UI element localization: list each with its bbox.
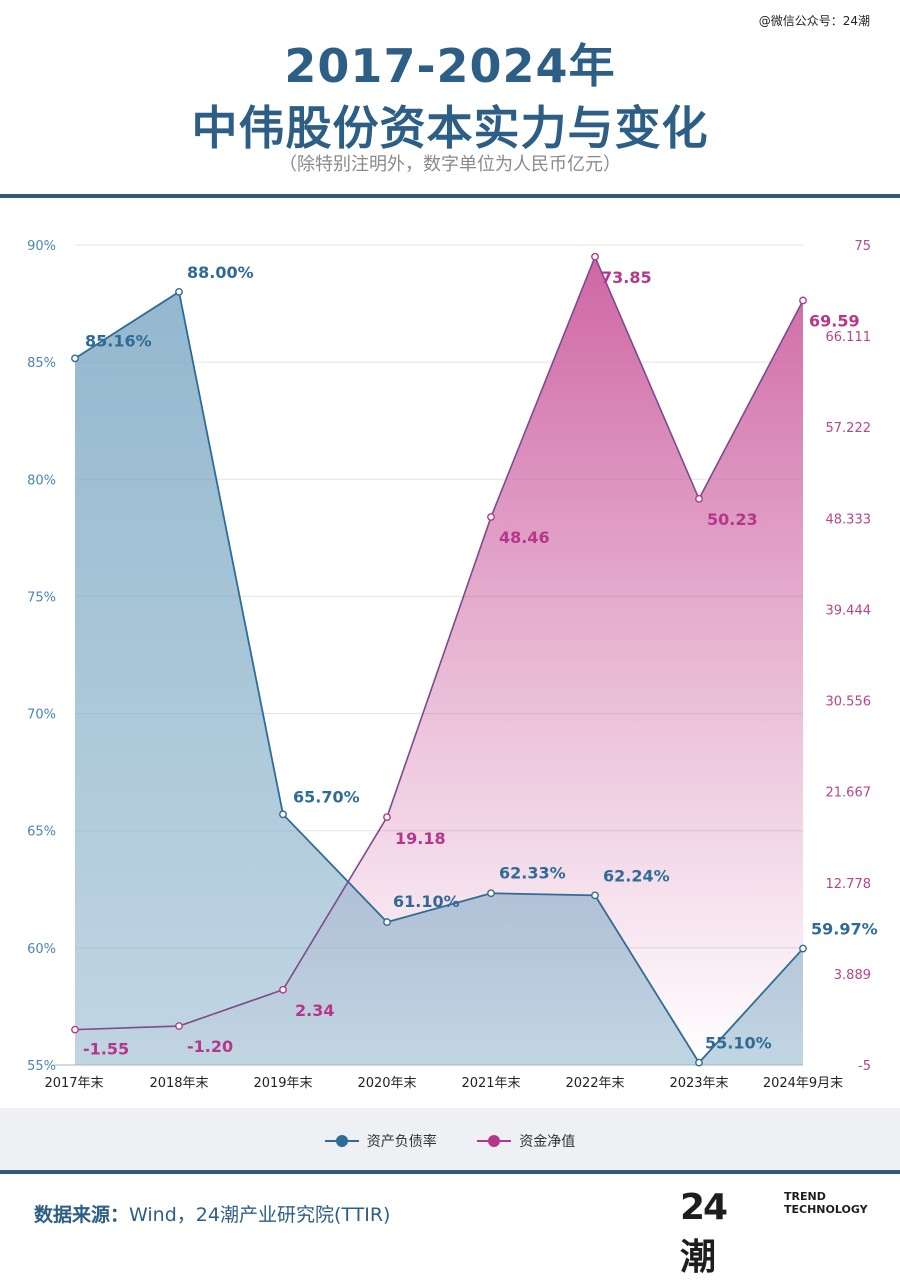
debt-ratio-data-label: 55.10% (705, 1034, 772, 1053)
debt-ratio-data-label: 62.33% (499, 863, 566, 882)
net-funds-data-label: 69.59 (809, 311, 860, 330)
debt-ratio-point (383, 918, 391, 926)
legend-item-debt-ratio[interactable]: 资产负债率 (324, 1131, 437, 1151)
x-tick-label: 2021年末 (461, 1076, 520, 1091)
x-tick-label: 2020年末 (357, 1076, 416, 1091)
net-funds-point (175, 1022, 183, 1030)
y-left-tick-label: 80% (27, 473, 56, 488)
y-right-tick-label: 57.222 (826, 421, 872, 436)
source-text: Wind，24潮产业研究院(TTIR) (129, 1204, 391, 1226)
debt-ratio-point (175, 287, 183, 296)
chart-subtitle: （除特别注明外，数字单位为人民币亿元） (279, 154, 621, 175)
legend: 资产负债率 资金净值 (0, 1130, 900, 1151)
x-tick-label: 2019年末 (253, 1076, 312, 1091)
y-right-tick-label: 39.444 (826, 603, 872, 618)
legend-label-debt-ratio: 资产负债率 (366, 1134, 437, 1150)
watermark: @微信公众号：24潮 (758, 14, 870, 28)
net-funds-point (279, 985, 287, 994)
debt-ratio-data-label: 88.00% (187, 263, 254, 282)
x-tick-label: 2022年末 (565, 1076, 624, 1091)
legend-label-net-funds: 资金净值 (519, 1134, 576, 1150)
debt-ratio-data-label: 62.24% (603, 866, 670, 885)
y-right-tick-label: 75 (854, 239, 871, 254)
legend-marker-net-funds (477, 1135, 512, 1147)
net-funds-data-label: -1.20 (187, 1037, 233, 1056)
debt-ratio-line (74, 290, 804, 1065)
y-right-tick-label: 12.778 (826, 877, 872, 892)
debt-ratio-data-label: 65.70% (293, 787, 360, 806)
source-label: 数据来源： (34, 1204, 130, 1226)
logo-main: 24潮 (680, 1187, 728, 1278)
x-tick-label: 2018年末 (149, 1076, 208, 1091)
y-left-tick-label: 55% (27, 1059, 56, 1074)
y-left-tick-label: 85% (27, 356, 56, 371)
net-funds-data-label: 48.46 (499, 528, 550, 547)
y-left-tick-label: 60% (27, 942, 56, 957)
debt-ratio-area (75, 291, 803, 1065)
debt-ratio-point (279, 810, 287, 819)
data-source: 数据来源：Wind，24潮产业研究院(TTIR) (34, 1200, 390, 1227)
y-right-tick-label: -5 (858, 1059, 871, 1074)
legend-marker-debt-ratio (324, 1135, 359, 1147)
top-divider (0, 194, 900, 198)
net-funds-line (74, 254, 804, 1031)
legend-band (0, 1108, 900, 1170)
logo-sub: TREND TECHNOLOGY (784, 1190, 868, 1216)
y-left-tick-label: 65% (27, 825, 56, 840)
debt-ratio-point (591, 891, 599, 900)
x-tick-label: 2017年末 (44, 1076, 103, 1091)
net-funds-point (695, 494, 703, 503)
y-left-tick-label: 75% (27, 590, 56, 605)
y-right-tick-label: 66.111 (826, 330, 872, 345)
net-funds-area (75, 256, 803, 1066)
y-left-tick-label: 70% (27, 708, 56, 723)
net-funds-data-label: 73.85 (601, 268, 652, 287)
chart-title-line2: 中伟股份资本实力与变化 (191, 101, 709, 155)
net-funds-data-label: 50.23 (707, 510, 758, 529)
net-funds-data-label: 19.18 (395, 829, 446, 848)
y-right-tick-label: 30.556 (826, 695, 872, 710)
debt-ratio-point (799, 944, 807, 953)
net-funds-point (383, 813, 391, 822)
y-left-tick-label: 90% (27, 239, 56, 254)
debt-ratio-point (487, 889, 495, 898)
y-right-tick-label: 21.667 (826, 786, 872, 801)
net-funds-data-label: -1.55 (83, 1040, 129, 1059)
net-funds-data-label: 2.34 (295, 1001, 334, 1020)
debt-ratio-data-label: 61.10% (393, 892, 460, 911)
chart-title-line1: 2017-2024年 (284, 39, 616, 93)
debt-ratio-data-label: 85.16% (85, 331, 152, 350)
net-funds-point (799, 296, 807, 305)
bottom-divider (0, 1170, 900, 1174)
y-right-tick-label: 3.889 (834, 968, 871, 983)
debt-ratio-point (71, 354, 79, 363)
line-chart: 55% 60% 65% 70% 75% 80% 85% 90% -5 3.889 12.778 21.… (27, 239, 878, 1091)
net-funds-point (71, 1025, 79, 1034)
x-tick-label: 2024年9月末 (763, 1076, 843, 1091)
net-funds-point (591, 252, 599, 261)
y-right-tick-label: 48.333 (826, 512, 872, 527)
debt-ratio-data-label: 59.97% (811, 920, 878, 939)
debt-ratio-point (695, 1058, 703, 1067)
x-tick-label: 2023年末 (669, 1076, 728, 1091)
net-funds-point (487, 513, 495, 521)
legend-item-net-funds[interactable]: 资金净值 (477, 1131, 575, 1151)
